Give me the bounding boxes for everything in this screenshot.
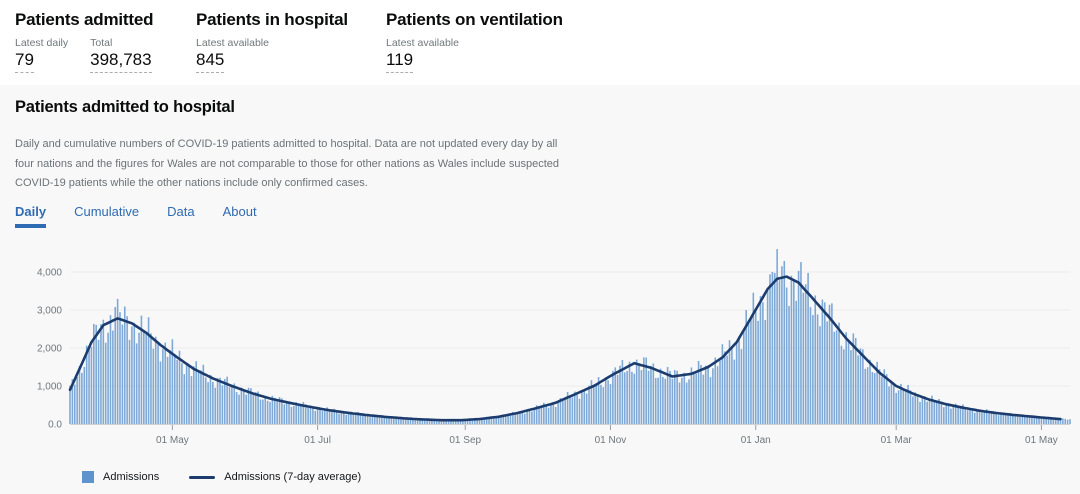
y-axis-tick-label: 0.0 — [48, 420, 62, 431]
legend-label-admissions[interactable]: Admissions — [103, 471, 160, 483]
stat-total: Total 398,783 — [90, 37, 152, 73]
admissions-bars — [69, 249, 1071, 424]
tab-data[interactable]: Data — [167, 204, 195, 219]
admissions-panel: Patients admitted to hospital Daily and … — [0, 85, 1080, 494]
admissions-bar-swatch-icon[interactable] — [82, 471, 94, 483]
stat-card-patients-on-ventilation: Patients on ventilation Latest available… — [386, 10, 563, 73]
legend-label-seven-day-average[interactable]: Admissions (7-day average) — [224, 471, 362, 483]
chart-svg: 0.0 1,000 2,000 3,000 4,000 01 May 01 Jul 01 Se… — [37, 249, 1071, 446]
y-axis-tick-label: 4,000 — [37, 268, 62, 279]
stat-card-title: Patients in hospital — [196, 10, 348, 29]
panel-description: Daily and cumulative numbers of COVID-19… — [15, 138, 559, 189]
x-axis-tick-label: 01 Jan — [741, 435, 771, 446]
x-axis-tick-label: 01 Sep — [449, 435, 481, 446]
stat-label: Latest available — [386, 37, 459, 49]
headline-stats: Patients admitted Latest daily 79 Total … — [0, 0, 1080, 85]
x-axis-tick-label: 01 Nov — [595, 435, 627, 446]
x-axis-tick-label: 01 May — [1025, 435, 1058, 446]
stat-label: Total — [90, 37, 113, 49]
stat-value[interactable]: 79 — [15, 50, 34, 73]
stat-label: Latest daily — [15, 37, 69, 49]
panel-title: Patients admitted to hospital — [15, 98, 235, 116]
x-axis-tick-label: 01 Mar — [881, 435, 913, 446]
x-axis-tick-label: 01 Jul — [304, 435, 331, 446]
chart-legend: Admissions Admissions (7-day average) — [82, 471, 361, 483]
stat-card-patients-admitted: Patients admitted Latest daily 79 Total … — [15, 10, 153, 73]
tab-daily[interactable]: Daily — [15, 204, 47, 228]
stat-card-title: Patients on ventilation — [386, 10, 563, 29]
x-axis-tick-label: 01 May — [156, 435, 189, 446]
stat-value[interactable]: 119 — [386, 50, 414, 73]
y-axis-tick-label: 1,000 — [37, 382, 62, 393]
stat-card-title: Patients admitted — [15, 10, 154, 29]
stat-latest-available: Latest available 119 — [386, 37, 459, 73]
tab-bar: Daily Cumulative Data About — [15, 204, 285, 228]
tab-about[interactable]: About — [222, 204, 257, 219]
stat-latest-daily: Latest daily 79 — [15, 37, 68, 73]
tab-cumulative[interactable]: Cumulative — [74, 204, 140, 219]
seven-day-average-line — [68, 275, 1062, 422]
y-axis-tick-label: 3,000 — [37, 306, 62, 317]
seven-day-average-line-swatch-icon[interactable] — [189, 475, 216, 479]
admissions-chart[interactable]: 0.0 1,000 2,000 3,000 4,000 01 May 01 Jul 01 Se… — [0, 240, 1080, 455]
stat-card-patients-in-hospital: Patients in hospital Latest available 84… — [196, 10, 348, 73]
stat-value[interactable]: 845 — [196, 50, 225, 73]
y-axis-tick-label: 2,000 — [37, 344, 62, 355]
stat-label: Latest available — [196, 37, 269, 49]
stat-value[interactable]: 398,783 — [90, 50, 152, 73]
stat-latest-available: Latest available 845 — [196, 37, 269, 73]
